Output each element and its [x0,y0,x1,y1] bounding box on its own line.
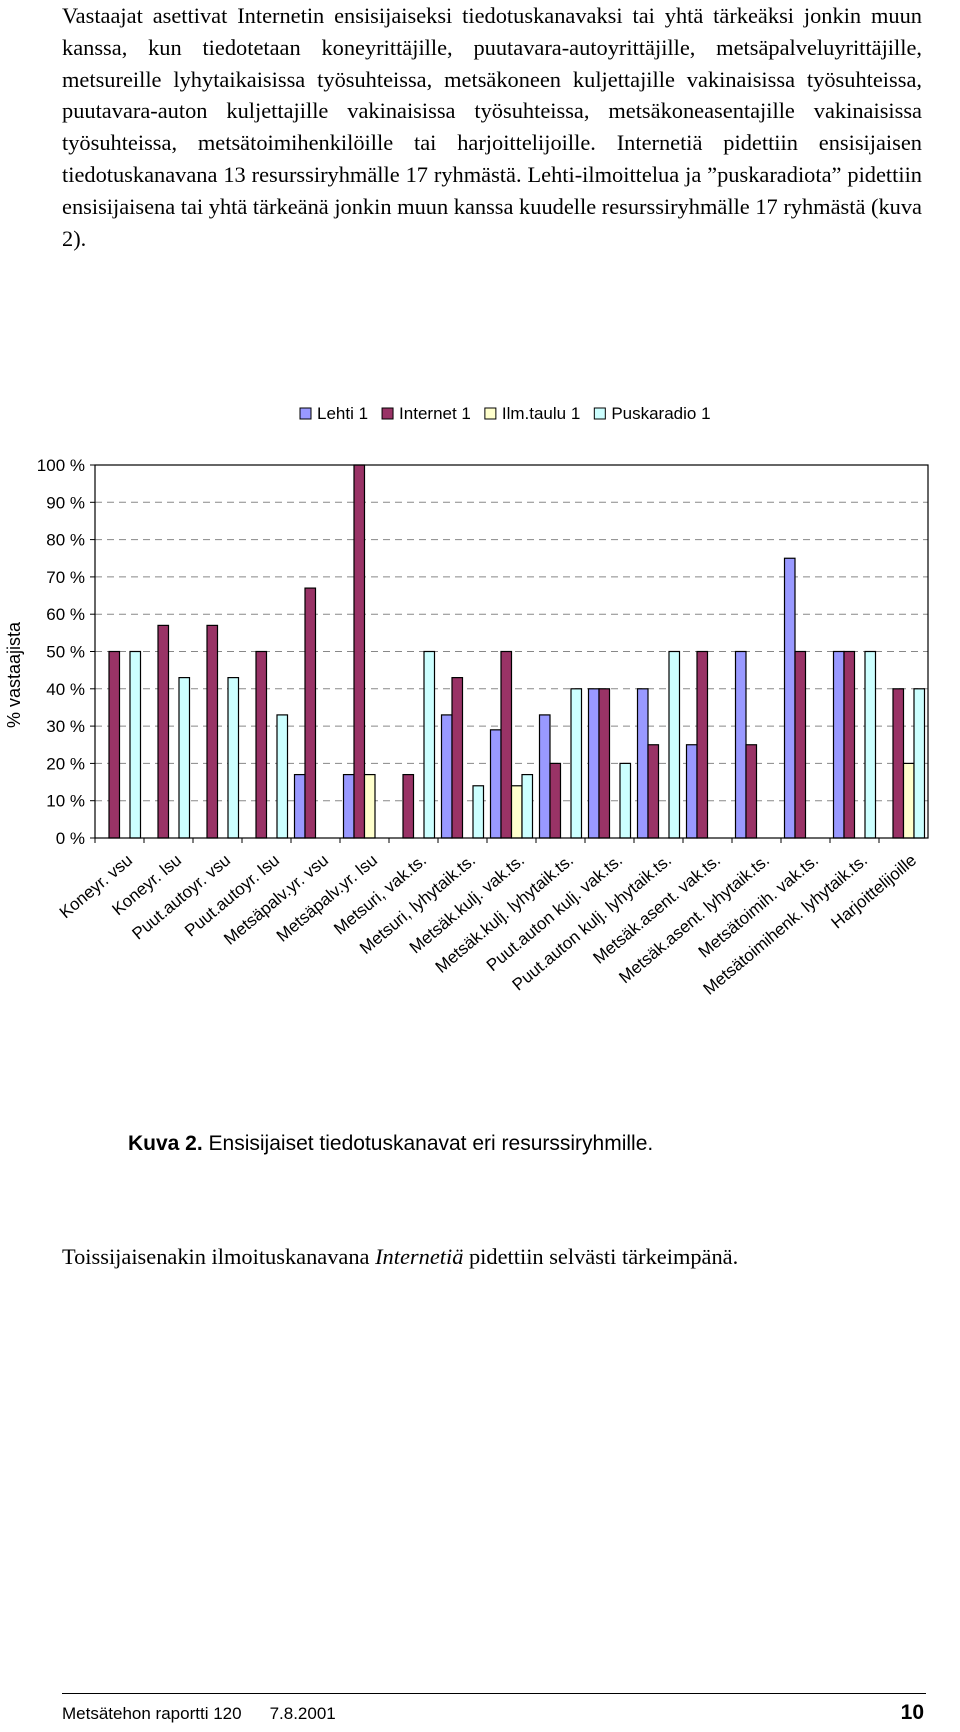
footer-date: 7.8.2001 [269,1704,336,1723]
para2-start: Toissijaisenakin ilmoituskanavana [62,1244,376,1269]
legend-swatch [484,407,497,420]
legend-swatch [299,407,312,420]
legend-label: Internet 1 [399,404,471,423]
bar-puskaradio-1-4 [276,714,289,839]
page-number: 10 [900,1701,924,1724]
y-tick-label: 50 % [46,643,85,662]
y-tick-label: 0 % [56,829,85,848]
channel-bar-chart: Lehti 1 Internet 1 Ilm.taulu 1 Puskaradio 1… [4,404,929,999]
bar-ilm-taulu-1-17 [902,762,915,839]
bar-ilm-taulu-1-9 [510,785,523,839]
bar-puskaradio-1-10 [570,688,583,839]
bar-puskaradio-1-11 [619,762,632,839]
bar-internet-1-8 [451,677,464,839]
bar-puskaradio-1-1 [129,650,142,839]
legend-label: Puskaradio 1 [611,404,710,423]
bar-puskaradio-1-7 [423,650,436,839]
y-tick-label: 30 % [46,717,85,736]
caption-label: Kuva 2. [128,1132,203,1155]
para2-end: pidettiin selvästi tärkeimpänä. [463,1244,739,1269]
bar-lehti-1-15 [783,557,796,839]
y-tick-label: 20 % [46,754,85,773]
bar-internet-1-12 [647,744,660,839]
bar-puskaradio-1-12 [668,650,681,839]
bar-internet-1-15 [794,650,807,839]
bar-internet-1-10 [549,762,562,839]
bar-lehti-1-9 [489,729,502,839]
body-paragraph-1: Vastaajat asettivat Internetin ensisijai… [62,3,922,251]
footer-report-title: Metsätehon raportti 120 [62,1704,242,1723]
chart-y-axis-label: % vastaajista [4,621,24,728]
bar-internet-1-2 [157,624,170,839]
bar-lehti-1-11 [587,688,600,839]
chart-y-ticks: 0 % 10 % 20 % 30 % 40 % 50 % 60 % 70 % 80 % 90 % 1… [37,456,95,848]
y-tick-label: 10 % [46,792,85,811]
bar-lehti-1-6 [342,773,355,839]
bar-internet-1-3 [206,624,219,839]
x-tick-label: Harjoittelijoille [828,851,921,933]
bar-internet-1-7 [402,773,415,839]
bar-internet-1-6 [353,464,366,839]
footer-info: Metsätehon raportti 120 7.8.2001 [62,1704,364,1724]
bar-puskaradio-1-16 [864,650,877,839]
chart-legend: Lehti 1 Internet 1 Ilm.taulu 1 Puskaradio 1 [299,404,711,423]
bar-puskaradio-1-9 [521,773,534,839]
bar-internet-1-13 [696,650,709,839]
bar-internet-1-11 [598,688,611,839]
bar-internet-1-9 [500,650,513,839]
y-tick-label: 100 % [37,456,85,475]
y-tick-label: 40 % [46,680,85,699]
bar-internet-1-14 [745,744,758,839]
bar-lehti-1-14 [734,650,747,839]
caption-text: Ensisijaiset tiedotuskanavat eri resurss… [202,1132,654,1155]
bar-lehti-1-8 [440,714,453,839]
bar-internet-1-4 [255,650,268,839]
bar-ilm-taulu-1-6 [363,773,376,839]
body-paragraph-2: Toissijaisenakin ilmoituskanavana Intern… [62,1242,942,1272]
y-tick-label: 80 % [46,531,85,550]
bar-puskaradio-1-8 [472,785,485,839]
legend-swatch [381,407,394,420]
legend-swatch [593,407,606,420]
bar-puskaradio-1-17 [913,688,926,839]
legend-label: Ilm.taulu 1 [502,404,580,423]
bar-lehti-1-16 [832,650,845,839]
bar-lehti-1-10 [538,714,551,839]
bar-puskaradio-1-3 [227,677,240,839]
y-tick-label: 90 % [46,493,85,512]
footer-rule [62,1693,926,1694]
bar-puskaradio-1-2 [178,677,191,839]
bar-internet-1-17 [892,688,905,839]
bar-lehti-1-12 [636,688,649,839]
figure-caption: Kuva 2. Ensisijaiset tiedotuskanavat eri… [128,1132,653,1156]
para2-italic: Internetiä [375,1244,464,1269]
bar-lehti-1-13 [685,744,698,839]
bar-internet-1-1 [108,650,121,839]
bar-lehti-1-5 [293,773,306,839]
y-tick-label: 60 % [46,605,85,624]
bar-internet-1-16 [843,650,856,839]
bar-internet-1-5 [304,587,317,839]
legend-label: Lehti 1 [317,404,368,423]
y-tick-label: 70 % [46,568,85,587]
